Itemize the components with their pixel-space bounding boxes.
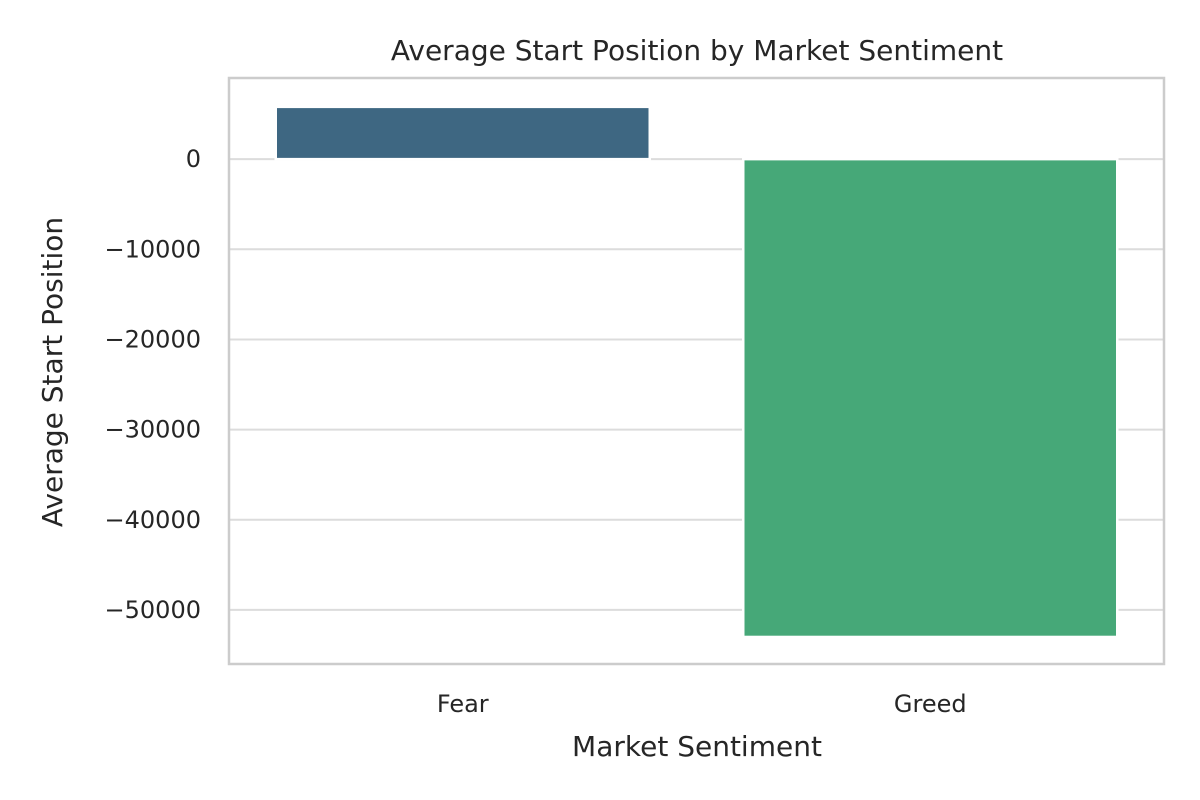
y-tick-labels: 0 −10000 −20000 −30000 −40000 −50000	[105, 145, 201, 624]
bars	[274, 105, 1119, 639]
x-axis-label: Market Sentiment	[572, 730, 822, 763]
x-tick-label: Greed	[894, 690, 967, 718]
bar-greed	[742, 157, 1119, 639]
y-axis-label: Average Start Position	[36, 217, 69, 527]
bar-fear	[274, 105, 651, 161]
chart-title: Average Start Position by Market Sentime…	[391, 34, 1003, 67]
y-tick-label: −50000	[105, 596, 201, 624]
plot-frame	[227, 76, 1166, 666]
y-tick-label: −20000	[105, 325, 201, 353]
y-tick-label: −30000	[105, 416, 201, 444]
x-tick-label: Fear	[437, 690, 489, 718]
y-tick-label: −40000	[105, 506, 201, 534]
y-tick-label: 0	[186, 145, 201, 173]
y-tick-label: −10000	[105, 235, 201, 263]
x-tick-labels: Fear Greed	[437, 690, 967, 718]
